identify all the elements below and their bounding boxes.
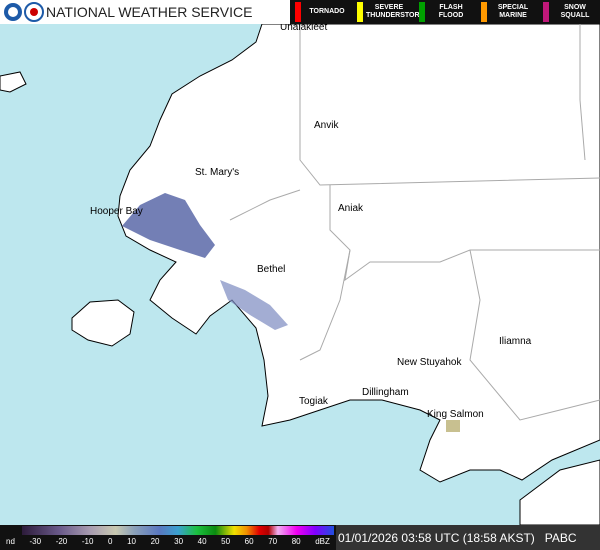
warning-legend: TORNADO SEVERE THUNDERSTORM FLASH FLOOD SPE…: [290, 0, 600, 24]
color-scale: [22, 526, 334, 535]
place-label: Unalakleet: [280, 22, 328, 33]
place-label: New Stuyahok: [397, 357, 462, 368]
island: [0, 71, 27, 93]
warning-item: TORNADO: [290, 0, 352, 24]
place-label: Hooper Bay: [90, 206, 143, 217]
scale-label: dBZ: [315, 537, 330, 546]
warning-item: SPECIAL MARINE: [476, 0, 538, 24]
warning-item: SNOW SQUALL: [538, 0, 600, 24]
land: [117, 23, 600, 483]
footer: nd -30 -20 -10 0 10 20 30 40 50 60 70 80 dBZ 01/01/20…: [0, 525, 600, 550]
scale-label: 50: [221, 537, 231, 546]
scale-label: nd: [6, 537, 15, 546]
warning-item: FLASH FLOOD: [414, 0, 476, 24]
header: NATIONAL WEATHER SERVICE TORNADO SEVERE T…: [0, 0, 600, 24]
radar-echo: [220, 280, 288, 330]
place-label: Anvik: [314, 120, 339, 131]
scale-label: 20: [150, 537, 160, 546]
place-label: Togiak: [299, 396, 328, 407]
warning-swatch: [357, 2, 363, 22]
title: NATIONAL WEATHER SERVICE: [46, 4, 253, 20]
timestamp: 01/01/2026 03:58 UTC (18:58 AKST): [338, 530, 535, 545]
land: [519, 459, 600, 526]
warning-swatch: [481, 2, 487, 22]
scale-label: -10: [81, 537, 94, 546]
place-label: Iliamna: [499, 336, 532, 347]
place-label: King Salmon: [427, 409, 484, 420]
warning-swatch: [419, 2, 425, 22]
warning-swatch: [543, 2, 549, 22]
scale-label: -20: [55, 537, 68, 546]
scale-label: 30: [174, 537, 184, 546]
borders: [229, 24, 600, 421]
warning-item: SEVERE THUNDERSTORM: [352, 0, 426, 24]
logos: [4, 2, 44, 22]
warning-label: SPECIAL MARINE: [497, 4, 529, 19]
scale-label: 40: [197, 537, 207, 546]
scale-label: 0: [108, 537, 113, 546]
scale-label: 80: [291, 537, 301, 546]
warning-swatch: [295, 2, 301, 22]
scale-label: -30: [29, 537, 42, 546]
scale-labels: nd -30 -20 -10 0 10 20 30 40 50 60 70 80 dBZ: [0, 537, 336, 546]
radar-echo: [446, 420, 460, 432]
place-label: Aniak: [338, 203, 364, 214]
warning-label: FLASH FLOOD: [438, 4, 464, 19]
warning-label: SEVERE THUNDERSTORM: [366, 4, 426, 19]
place-label: Bethel: [257, 264, 286, 275]
scale-label: 70: [268, 537, 278, 546]
warning-label: SNOW SQUALL: [560, 4, 590, 19]
timestamp-box: 01/01/2026 03:58 UTC (18:58 AKST) PABC: [336, 525, 600, 550]
island: [71, 299, 135, 347]
place-label: Dillingham: [362, 387, 409, 398]
place-label: St. Mary's: [195, 167, 240, 178]
scale-label: 60: [244, 537, 254, 546]
radar-echo: [122, 193, 215, 258]
scale-label: 10: [127, 537, 136, 546]
station: PABC: [544, 530, 577, 545]
warning-label: TORNADO: [309, 8, 345, 15]
